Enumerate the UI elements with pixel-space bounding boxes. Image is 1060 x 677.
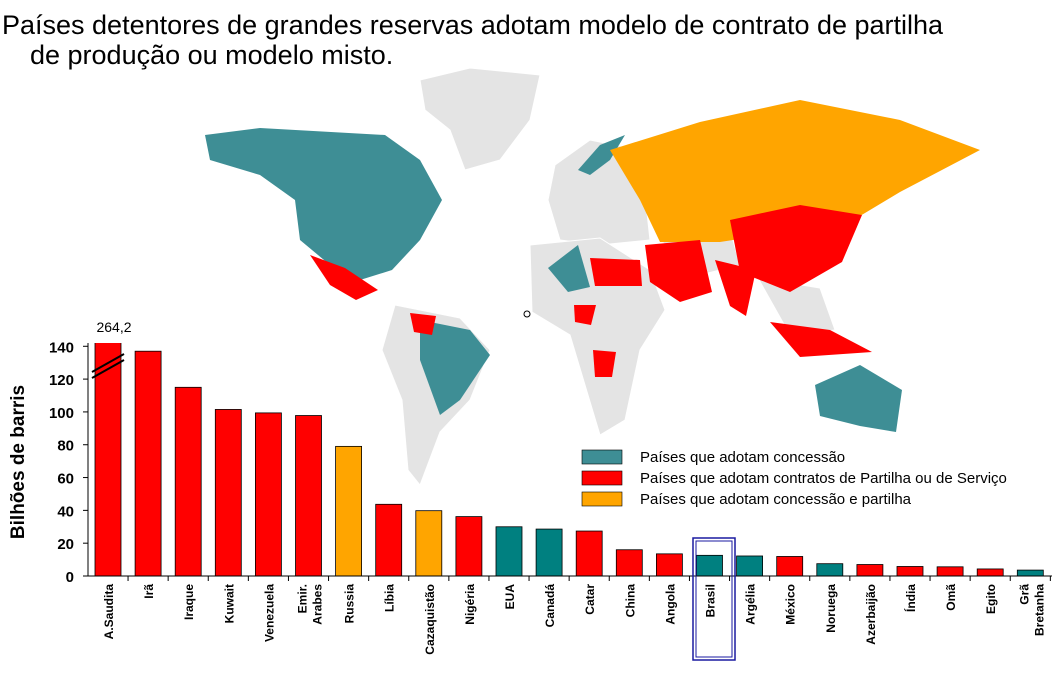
legend-swatch — [581, 491, 623, 507]
bar — [375, 503, 403, 577]
y-tick-label: 0 — [66, 569, 74, 586]
world-map — [205, 67, 980, 486]
x-tick-label: Kuwait — [222, 584, 236, 623]
x-tick-label: China — [623, 584, 637, 618]
y-tick-label: 100 — [49, 405, 74, 422]
bar — [455, 516, 483, 577]
bar — [736, 555, 763, 577]
bar — [575, 530, 603, 577]
x-tick-label: México — [784, 584, 798, 625]
venezuela — [410, 313, 436, 335]
x-tick-label: Noruega — [824, 584, 838, 633]
x-tick-label: Canadá — [543, 584, 557, 628]
legend-swatch — [581, 470, 623, 486]
bar — [656, 553, 683, 577]
bar — [495, 526, 523, 577]
x-tick-label: Índia — [903, 584, 918, 612]
bar — [696, 554, 723, 577]
india — [715, 260, 756, 316]
brazil — [420, 320, 490, 415]
x-tick-label: Nigéria — [463, 584, 477, 625]
bar — [94, 343, 122, 577]
x-tick-label: Emir.Arabes — [296, 584, 325, 625]
x-tick-label: Cazaquistão — [423, 584, 437, 655]
marker — [523, 310, 531, 318]
bar — [776, 556, 804, 577]
africa — [529, 237, 666, 436]
x-tick-label: Venezuela — [262, 584, 276, 642]
y-tick-label: 80 — [57, 438, 74, 455]
y-axis-label: Bilhões de barris — [8, 385, 29, 539]
bar — [335, 445, 363, 577]
mexico — [310, 255, 378, 300]
y-tick-label: 20 — [57, 536, 74, 553]
y-tick-label: 140 — [49, 339, 74, 356]
bar — [816, 563, 844, 577]
russia — [610, 100, 980, 242]
algeria — [548, 245, 590, 292]
norway — [578, 135, 625, 175]
australia — [815, 365, 902, 432]
bar — [174, 386, 202, 577]
bar — [295, 415, 322, 577]
bar — [134, 350, 162, 577]
north-america — [205, 128, 442, 280]
x-tick-label: Iraque — [182, 584, 196, 620]
x-tick-label: GrãBretanha — [1017, 584, 1046, 636]
legend-label: Países que adotam contratos de Partilha … — [640, 470, 1007, 487]
legend-label: Países que adotam concessão e partilha — [640, 491, 912, 508]
bar — [535, 528, 563, 577]
middle-east — [645, 240, 712, 302]
y-tick-label: 120 — [49, 372, 74, 389]
title-line: de produção ou modelo misto. — [30, 40, 393, 70]
bar — [896, 566, 924, 577]
bar — [214, 409, 242, 577]
angola — [593, 350, 616, 377]
china — [730, 205, 862, 292]
x-tick-label: Argélia — [744, 584, 758, 625]
libya — [590, 258, 642, 286]
x-tick-label: Irã — [142, 584, 156, 599]
legend-swatch — [581, 449, 623, 465]
bar — [615, 549, 643, 577]
axis-break — [91, 353, 125, 373]
y-tick-label: 60 — [57, 471, 74, 488]
x-tick-label: EUA — [503, 584, 517, 610]
y-tick-label: 40 — [57, 503, 74, 520]
nigeria — [574, 305, 596, 325]
value-label: 264,2 — [96, 319, 131, 335]
bar — [976, 568, 1004, 577]
bar — [254, 412, 282, 577]
bar — [856, 564, 884, 577]
x-tick-label: Catar — [583, 584, 597, 615]
x-tick-label: Angola — [663, 584, 677, 625]
bar — [1016, 569, 1044, 577]
x-tick-label: Omã — [944, 584, 958, 611]
bar — [936, 566, 964, 577]
x-tick-label: Egito — [984, 584, 998, 614]
legend-label: Países que adotam concessão — [640, 449, 845, 466]
highlight-box — [695, 540, 733, 658]
bar — [415, 510, 443, 577]
title-line: Países detentores de grandes reservas ad… — [2, 10, 944, 40]
x-tick-label: Líbia — [383, 584, 397, 612]
greenland — [419, 67, 541, 171]
indonesia — [770, 322, 872, 357]
highlight-box — [692, 537, 736, 661]
bars — [94, 343, 1044, 577]
x-tick-label: A.Saudita — [102, 584, 116, 640]
x-tick-label: Brasil — [704, 584, 718, 617]
x-tick-label: Russia — [343, 584, 357, 624]
x-tick-label: Azerbaijão — [864, 584, 878, 645]
axis-break — [91, 359, 125, 379]
